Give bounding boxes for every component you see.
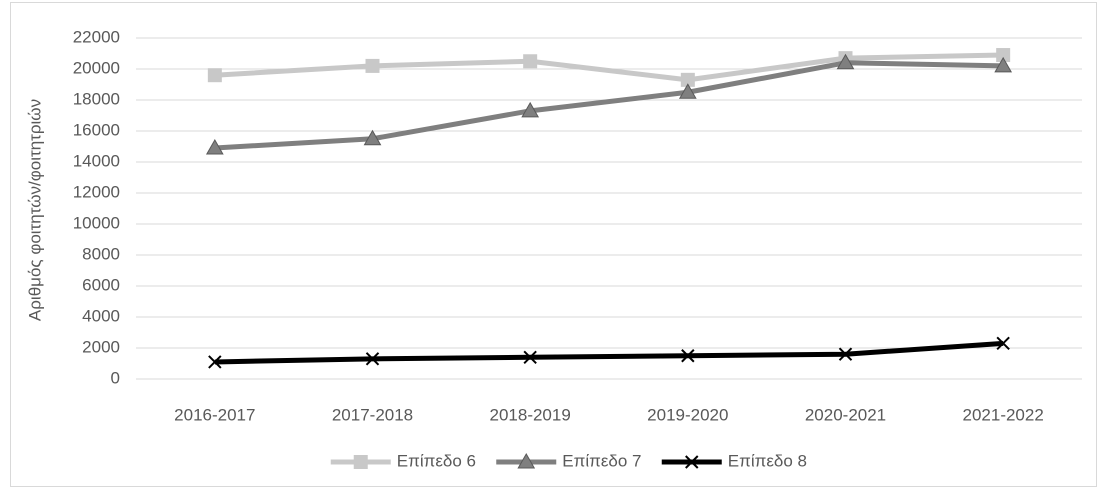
legend-label: Επίπεδο 7 xyxy=(562,451,641,470)
point-marker xyxy=(363,129,382,146)
point-marker xyxy=(207,68,222,83)
point-marker xyxy=(365,58,380,73)
point-marker xyxy=(523,350,537,365)
x-tick-label: 2016-2017 xyxy=(174,405,255,424)
series-line xyxy=(214,52,1004,83)
point-marker xyxy=(680,72,695,87)
y-tick-label: 20000 xyxy=(73,58,120,77)
y-tick-label: 14000 xyxy=(73,151,120,170)
point-marker xyxy=(838,347,853,361)
x-tick-label: 2020-2021 xyxy=(805,405,886,424)
legend-label: Επίπεδο 6 xyxy=(397,451,476,470)
legend-marker xyxy=(353,455,368,469)
y-tick-label: 18000 xyxy=(73,89,120,108)
y-tick-label: 6000 xyxy=(82,275,120,294)
point-marker xyxy=(996,336,1010,351)
x-tick-label: 2017-2018 xyxy=(332,405,413,424)
point-marker xyxy=(836,53,855,70)
y-tick-label: 2000 xyxy=(82,337,120,356)
series-line xyxy=(214,340,1004,365)
point-marker xyxy=(208,355,222,369)
point-marker xyxy=(365,352,380,366)
y-tick-label: 0 xyxy=(111,368,120,387)
chart-border xyxy=(10,2,1097,487)
series-line xyxy=(214,60,1004,151)
x-tick-label: 2018-2019 xyxy=(490,405,571,424)
point-marker xyxy=(523,54,538,69)
x-tick-label: 2019-2020 xyxy=(647,405,728,424)
y-tick-label: 22000 xyxy=(73,27,120,46)
x-tick-label: 2021-2022 xyxy=(963,405,1044,424)
y-tick-label: 16000 xyxy=(73,120,120,139)
legend-label: Επίπεδο 8 xyxy=(728,451,807,470)
legend-marker xyxy=(685,455,699,469)
y-tick-label: 8000 xyxy=(82,244,120,263)
point-marker xyxy=(205,139,224,155)
y-tick-label: 4000 xyxy=(82,306,120,325)
y-tick-label: 12000 xyxy=(73,182,120,201)
y-axis-label: Αριθμός φοιτητών/φοιτητριών xyxy=(25,99,44,321)
point-marker xyxy=(994,56,1013,73)
point-marker xyxy=(521,101,540,118)
point-marker xyxy=(678,83,697,99)
point-marker xyxy=(996,48,1011,63)
legend-marker xyxy=(517,452,536,469)
y-tick-label: 10000 xyxy=(73,213,120,232)
point-marker xyxy=(681,349,695,363)
